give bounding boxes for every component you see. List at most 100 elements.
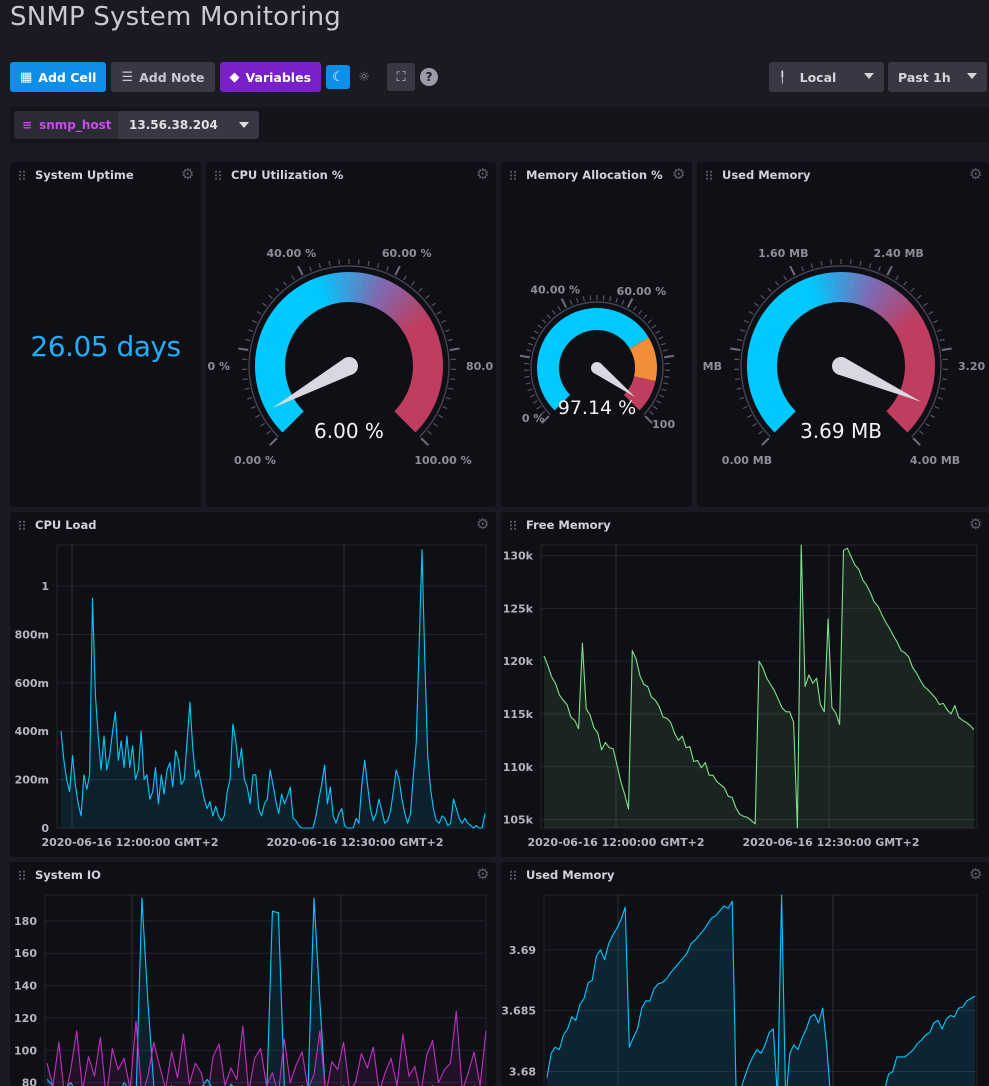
gauge-tick (418, 287, 423, 293)
gauge-band-segment (860, 276, 878, 308)
gauge-tick (886, 265, 893, 276)
y-tick-label: 80 (22, 1077, 38, 1086)
cell-title: Free Memory (526, 518, 611, 532)
drag-grip-icon[interactable] (18, 870, 26, 880)
gauge-tick (291, 275, 295, 281)
gauge-band-segment (749, 336, 781, 352)
gear-icon[interactable]: ⚙ (476, 515, 490, 533)
y-tick-label: 100 (14, 1044, 37, 1057)
gauge-tick-label: 100 (652, 418, 675, 431)
gauge-tick (367, 260, 370, 266)
drag-grip-icon[interactable] (509, 520, 517, 530)
gauge-tick (760, 294, 765, 299)
gauge-tick (425, 294, 430, 299)
note-icon: ☰ (121, 69, 134, 85)
gauge-band-segment (377, 282, 399, 312)
drag-grip-icon[interactable] (18, 520, 26, 530)
drag-grip-icon[interactable] (18, 170, 26, 180)
gauge-value: 97.14 % (558, 397, 637, 419)
gauge-tick (941, 347, 952, 352)
gauge-band-segment (299, 281, 321, 312)
y-tick-label: 120k (503, 655, 534, 668)
gear-icon[interactable]: ⚙ (181, 165, 195, 183)
gauge-band-segment (747, 370, 778, 381)
gauge-band-segment (363, 274, 379, 306)
gauge-tick (442, 405, 448, 410)
gauge-band-segment (779, 289, 805, 318)
gauge-band-segment (400, 399, 430, 423)
gauge-band-segment (748, 375, 779, 388)
gauge-tick (262, 302, 267, 307)
variable-value: 13.56.38.204 (129, 118, 218, 132)
gauge-band-segment (287, 289, 313, 318)
drag-grip-icon[interactable] (509, 170, 517, 180)
variable-value-dropdown[interactable]: 13.56.38.204 (118, 111, 259, 139)
cell-title: Used Memory (526, 868, 615, 882)
gauge-tick (783, 275, 787, 281)
gauge-band-segment (368, 276, 386, 308)
timezone-dropdown[interactable]: ╿ Local (769, 62, 884, 92)
gauge-band-segment (869, 282, 891, 312)
chevron-down-icon (967, 73, 977, 79)
gauge-tick (441, 319, 447, 324)
gauge-tick (569, 299, 573, 305)
gauge-band-segment (900, 330, 931, 348)
add-cell-button[interactable]: ▦ Add Cell (10, 62, 107, 92)
gauge-tick (737, 338, 743, 342)
gear-icon[interactable]: ⚙ (476, 165, 490, 183)
series-area (47, 1011, 486, 1086)
gauge-tick-label: 100.00 % (414, 454, 471, 467)
sun-icon[interactable]: ☼ (358, 69, 370, 85)
theme-toggle[interactable]: ☾ ☼ (326, 65, 382, 89)
gauge-outline (248, 265, 450, 438)
presentation-mode-button[interactable]: ⛶ (387, 63, 416, 91)
series-line (543, 544, 975, 829)
moon-icon[interactable]: ☾ (326, 65, 351, 89)
gauge-tick (626, 298, 634, 308)
used-memory-gauge: 0.00 MB MB 1.60 MB 2.40 MB 3.20 4.00 MB 3.69 M… (703, 247, 986, 467)
gauge-band-segment (262, 322, 293, 342)
drag-grip-icon[interactable] (509, 870, 517, 880)
gear-icon[interactable]: ⚙ (969, 515, 983, 533)
gauge-tick (438, 414, 444, 419)
gauge-band-segment (892, 310, 922, 334)
gauge-band-segment (327, 273, 340, 304)
gauge-tick-label: 80.0 (466, 360, 493, 373)
gauge-tick (266, 430, 271, 435)
time-range-dropdown[interactable]: Past 1h (888, 62, 987, 92)
free-memory-cell: Free Memory ⚙ 105k 110k 115k 120k 125k 130k 20… (501, 512, 989, 857)
y-tick-label: 125k (503, 602, 534, 615)
uptime-value: 26.05 days (30, 330, 181, 363)
gauge-band-segment (313, 276, 331, 307)
gauge-tick (533, 330, 539, 334)
gauge-band (623, 375, 656, 411)
gear-icon[interactable]: ⚙ (672, 165, 686, 183)
cpu-utilization-cell: CPU Utilization % ⚙ 0.00 % 0 % 40.00 % 60.0… (206, 162, 496, 507)
plot-frame (540, 544, 978, 829)
gauge-band-segment (411, 375, 442, 389)
gear-icon[interactable]: ⚙ (969, 165, 983, 183)
gauge-tick-label: 60.00 % (617, 285, 667, 298)
gauge-tick (247, 396, 253, 400)
variables-button[interactable]: ◆ Variables (219, 62, 322, 92)
gauge-tick-label: 0.00 MB (722, 454, 772, 467)
gauge-tick (403, 275, 407, 281)
drag-grip-icon[interactable] (705, 170, 713, 180)
gauge-tick (742, 405, 748, 410)
variables-label: Variables (245, 69, 312, 85)
gauge-tick (427, 430, 432, 435)
drag-grip-icon[interactable] (214, 170, 222, 180)
gauge-band-segment (276, 406, 304, 433)
cell-title: CPU Load (35, 518, 97, 532)
gear-icon[interactable]: ⚙ (969, 865, 983, 883)
add-note-button[interactable]: ☰ Add Note (111, 62, 215, 92)
help-icon[interactable]: ? (420, 68, 439, 86)
gear-icon[interactable]: ⚙ (476, 865, 490, 883)
gauge-band-segment (272, 402, 301, 428)
gauge-tick (254, 414, 260, 419)
gauge-band-segment (769, 298, 797, 325)
gauge-band-segment (764, 402, 793, 428)
used-memory-graph-cell: Used Memory ⚙ 3.68 3.685 3.69 (501, 862, 989, 1086)
add-cell-icon: ▦ (20, 69, 33, 85)
page-title: SNMP System Monitoring (10, 2, 341, 32)
